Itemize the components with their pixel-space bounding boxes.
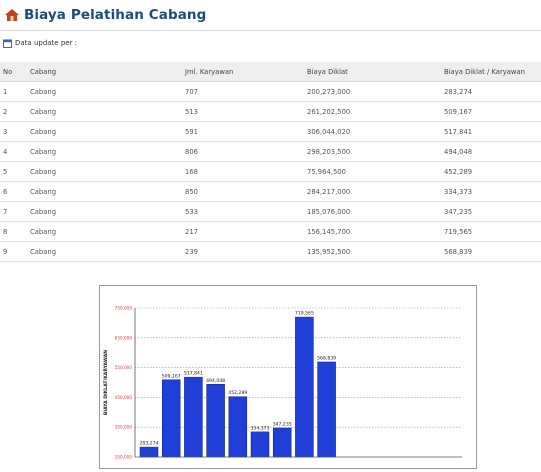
bar xyxy=(228,396,248,458)
cell-cabang: Cabang xyxy=(30,201,185,222)
y-axis-label: BIAYA DIKLAT/KARYAWAN xyxy=(103,350,109,415)
bar-value-label: 509,167 xyxy=(162,373,181,379)
y-tick-labels: 250,000 350,000 450,000 550,000 650,000 750,0… xyxy=(115,306,133,460)
cell-jml: 533 xyxy=(185,201,307,222)
cell-biaya: 75,964,500 xyxy=(307,161,444,182)
bar xyxy=(206,384,225,458)
cell-biaya: 306,044,020 xyxy=(307,121,444,142)
bar-value-label: 517,841 xyxy=(184,371,203,377)
bar xyxy=(250,431,270,458)
cell-jml: 513 xyxy=(185,101,307,122)
cell-no: 7 xyxy=(0,201,30,222)
cell-jml: 239 xyxy=(185,241,307,262)
cell-cabang: Cabang xyxy=(30,141,185,162)
cell-biaya: 185,076,000 xyxy=(307,201,444,222)
bar-value-label: 719,565 xyxy=(295,311,314,317)
cell-cabang: Cabang xyxy=(30,161,185,182)
col-jml-karyawan: Jml. Karyawan xyxy=(185,62,307,82)
page-header: Biaya Pelatihan Cabang xyxy=(0,0,541,30)
bar xyxy=(161,379,181,458)
bar xyxy=(184,376,203,458)
cell-cabang: Cabang xyxy=(30,221,185,242)
table-body: 1 Cabang 707 200,273,000 283,274 2 Caban… xyxy=(0,81,541,262)
cell-biaya-per: 719,565 xyxy=(444,221,541,242)
bar xyxy=(139,446,159,458)
bar-value-label: 334,373 xyxy=(251,425,270,431)
cell-biaya: 298,203,500 xyxy=(307,141,444,162)
cell-biaya-per: 517,841 xyxy=(444,121,541,142)
cell-jml: 707 xyxy=(185,81,307,102)
table-row: 9 Cabang 239 135,952,500 568,839 xyxy=(0,241,541,262)
table-row: 4 Cabang 806 298,203,500 494,048 xyxy=(0,141,541,162)
header-divider xyxy=(0,30,541,31)
y-tick-label: 350,000 xyxy=(115,425,133,430)
cell-biaya-per: 283,274 xyxy=(444,81,541,102)
y-tick-label: 450,000 xyxy=(115,395,133,400)
calendar-icon xyxy=(3,39,12,48)
cell-cabang: Cabang xyxy=(30,181,185,202)
y-tick-label: 750,000 xyxy=(115,306,133,311)
cell-no: 6 xyxy=(0,181,30,202)
table-row: 5 Cabang 168 75,964,500 452,289 xyxy=(0,161,541,182)
col-no: No xyxy=(0,62,30,82)
cell-jml: 850 xyxy=(185,181,307,202)
table-row: 1 Cabang 707 200,273,000 283,274 xyxy=(0,81,541,102)
table-row: 3 Cabang 591 306,044,020 517,841 xyxy=(0,121,541,142)
cell-no: 4 xyxy=(0,141,30,162)
bar-value-label: 347,235 xyxy=(273,422,292,428)
y-tick-label: 250,000 xyxy=(115,455,133,460)
cell-cabang: Cabang xyxy=(30,101,185,122)
cell-biaya-per: 334,373 xyxy=(444,181,541,202)
cell-biaya-per: 509,167 xyxy=(444,101,541,122)
cell-biaya: 135,952,500 xyxy=(307,241,444,262)
cell-biaya: 200,273,000 xyxy=(307,81,444,102)
table-row: 8 Cabang 217 156,145,700 719,565 xyxy=(0,221,541,242)
cell-no: 2 xyxy=(0,101,30,122)
cell-no: 1 xyxy=(0,81,30,102)
cell-jml: 806 xyxy=(185,141,307,162)
y-tick-label: 550,000 xyxy=(115,365,133,370)
cost-per-employee-chart: 250,000 350,000 450,000 550,000 650,000 750,0… xyxy=(99,285,477,469)
cell-jml: 591 xyxy=(185,121,307,142)
table-header-row: No Cabang Jml. Karyawan Biaya Diklat Bia… xyxy=(0,62,541,82)
cell-biaya-per: 347,235 xyxy=(444,201,541,222)
cell-cabang: Cabang xyxy=(30,241,185,262)
col-biaya-per-karyawan: Biaya Diklat / Karyawan xyxy=(444,62,541,82)
bar-chart: 250,000 350,000 450,000 550,000 650,000 750,0… xyxy=(103,306,462,460)
cell-no: 9 xyxy=(0,241,30,262)
cell-biaya: 261,202,500 xyxy=(307,101,444,122)
table-row: 2 Cabang 513 261,202,500 509,167 xyxy=(0,101,541,122)
col-cabang: Cabang xyxy=(30,62,185,82)
cell-cabang: Cabang xyxy=(30,121,185,142)
cell-biaya: 284,217,000 xyxy=(307,181,444,202)
data-update-label: Data update per : xyxy=(15,39,78,47)
chart-bars xyxy=(139,316,336,458)
bar xyxy=(295,316,314,458)
cell-biaya-per: 568,839 xyxy=(444,241,541,262)
table-row: 7 Cabang 533 185,076,000 347,235 xyxy=(0,201,541,222)
col-biaya-diklat: Biaya Diklat xyxy=(307,62,444,82)
cell-biaya: 156,145,700 xyxy=(307,221,444,242)
cell-no: 3 xyxy=(0,121,30,142)
cell-biaya-per: 494,048 xyxy=(444,141,541,162)
house-icon xyxy=(5,9,19,21)
bar xyxy=(317,361,336,458)
bar-value-label: 568,839 xyxy=(317,355,336,361)
branch-cost-table: No Cabang Jml. Karyawan Biaya Diklat Bia… xyxy=(0,62,541,262)
bar xyxy=(272,427,292,458)
cell-jml: 217 xyxy=(185,221,307,242)
cell-no: 5 xyxy=(0,161,30,182)
cell-biaya-per: 452,289 xyxy=(444,161,541,182)
y-tick-label: 650,000 xyxy=(115,335,133,340)
table-row: 6 Cabang 850 284,217,000 334,373 xyxy=(0,181,541,202)
bar-value-label: 452,289 xyxy=(228,390,247,396)
cell-cabang: Cabang xyxy=(30,81,185,102)
cell-jml: 168 xyxy=(185,161,307,182)
cell-no: 8 xyxy=(0,221,30,242)
page-title: Biaya Pelatihan Cabang xyxy=(24,7,207,23)
bar-value-label: 283,274 xyxy=(140,441,159,447)
bar-value-label: 494,048 xyxy=(206,378,225,384)
